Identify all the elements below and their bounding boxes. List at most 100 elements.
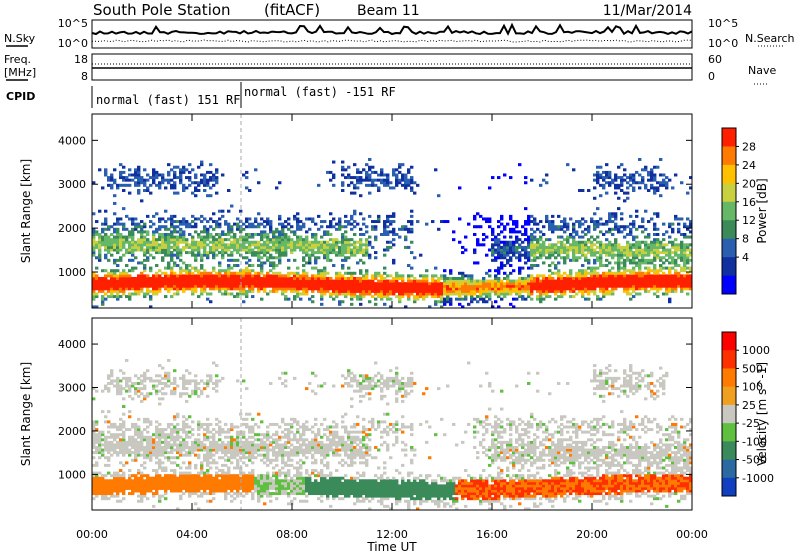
heatmap-cell bbox=[140, 178, 144, 182]
heatmap-cell bbox=[329, 170, 333, 174]
heatmap-cell bbox=[278, 279, 282, 283]
heatmap-cell bbox=[479, 282, 483, 286]
heatmap-cell bbox=[470, 292, 474, 296]
heatmap-cell bbox=[605, 220, 609, 224]
heatmap-cell bbox=[146, 248, 150, 252]
heatmap-cell bbox=[581, 282, 585, 286]
heatmap-cell bbox=[131, 276, 135, 280]
heatmap-cell bbox=[527, 251, 531, 255]
heatmap-cell bbox=[236, 295, 240, 299]
heatmap-cell bbox=[116, 425, 120, 429]
heatmap-cell bbox=[260, 243, 264, 247]
heatmap-cell bbox=[317, 183, 321, 187]
heatmap-cell bbox=[95, 240, 99, 244]
heatmap-cell bbox=[92, 212, 96, 216]
heatmap-cell bbox=[317, 284, 321, 288]
heatmap-cell bbox=[104, 435, 108, 439]
heatmap-cell bbox=[128, 428, 132, 432]
heatmap-cell bbox=[536, 282, 540, 286]
heatmap-cell bbox=[257, 271, 261, 275]
heatmap-cell bbox=[608, 276, 612, 280]
heatmap-cell bbox=[395, 178, 399, 182]
heatmap-cell bbox=[347, 173, 351, 177]
heatmap-cell bbox=[545, 289, 549, 293]
heatmap-cell bbox=[212, 235, 216, 239]
heatmap-cell bbox=[176, 456, 180, 460]
heatmap-cell bbox=[503, 248, 507, 252]
heatmap-cell bbox=[248, 232, 252, 236]
heatmap-cell bbox=[263, 284, 267, 288]
heatmap-cell bbox=[566, 282, 570, 286]
heatmap-cell bbox=[638, 225, 642, 229]
heatmap-cell bbox=[659, 266, 663, 270]
heatmap-cell bbox=[530, 292, 534, 296]
heatmap-cell bbox=[323, 276, 327, 280]
heatmap-cell bbox=[149, 443, 153, 447]
heatmap-cell bbox=[614, 240, 618, 244]
heatmap-cell bbox=[104, 494, 108, 498]
heatmap-cell bbox=[152, 481, 156, 485]
heatmap-cell bbox=[194, 289, 198, 293]
heatmap-cell bbox=[170, 438, 174, 442]
heatmap-cell bbox=[224, 248, 228, 252]
heatmap-cell bbox=[173, 476, 177, 480]
heatmap-cell bbox=[212, 287, 216, 291]
station-title: South Pole Station bbox=[93, 1, 231, 19]
heatmap-cell bbox=[560, 289, 564, 293]
heatmap-cell bbox=[194, 382, 198, 385]
heatmap-cell bbox=[647, 243, 651, 247]
heatmap-cell bbox=[125, 227, 129, 231]
heatmap-cell bbox=[101, 497, 105, 501]
heatmap-cell bbox=[164, 384, 168, 388]
heatmap-cell bbox=[230, 292, 234, 296]
heatmap-cell bbox=[620, 279, 624, 283]
heatmap-cell bbox=[158, 248, 162, 252]
heatmap-cell bbox=[170, 479, 174, 483]
heatmap-cell bbox=[485, 292, 489, 296]
heatmap-cell bbox=[368, 282, 372, 286]
heatmap-cell bbox=[632, 282, 636, 286]
heatmap-cell bbox=[506, 253, 510, 257]
heatmap-cell bbox=[461, 282, 465, 286]
heatmap-cell bbox=[641, 284, 645, 288]
heatmap-cell bbox=[266, 271, 270, 275]
heatmap-cell bbox=[275, 289, 279, 293]
heatmap-cell bbox=[134, 392, 138, 396]
heatmap-cell bbox=[320, 245, 324, 249]
heatmap-cell bbox=[548, 295, 552, 299]
heatmap-cell bbox=[434, 287, 438, 291]
heatmap-cell bbox=[596, 282, 600, 286]
heatmap-cell bbox=[128, 415, 132, 419]
heatmap-cell bbox=[119, 183, 123, 187]
heatmap-cell bbox=[194, 481, 198, 485]
heatmap-cell bbox=[218, 251, 222, 255]
heatmap-cell bbox=[161, 476, 165, 480]
heatmap-cell bbox=[176, 248, 180, 252]
heatmap-cell bbox=[680, 243, 684, 247]
heatmap-cell bbox=[560, 248, 564, 252]
heatmap-cell bbox=[209, 163, 213, 167]
heatmap-cell bbox=[185, 222, 189, 226]
heatmap-cell bbox=[221, 230, 225, 234]
heatmap-cell bbox=[248, 264, 252, 268]
heatmap-cell bbox=[632, 238, 636, 242]
heatmap-cell bbox=[326, 284, 330, 288]
heatmap-cell bbox=[158, 430, 162, 434]
heatmap-cell bbox=[365, 225, 369, 229]
heatmap-cell bbox=[644, 251, 648, 255]
heatmap-cell bbox=[188, 425, 192, 429]
heatmap-cell bbox=[509, 292, 513, 296]
heatmap-cell bbox=[131, 230, 135, 234]
heatmap-cell bbox=[131, 384, 135, 388]
heatmap-cell bbox=[677, 245, 681, 249]
heatmap-cell bbox=[167, 287, 171, 291]
heatmap-cell bbox=[305, 253, 309, 257]
heatmap-cell bbox=[446, 220, 450, 224]
heatmap-cell bbox=[557, 245, 561, 249]
heatmap-cell bbox=[497, 284, 501, 288]
heatmap-cell bbox=[95, 284, 99, 288]
heatmap-cell bbox=[203, 217, 207, 221]
heatmap-cell bbox=[110, 276, 114, 280]
heatmap-cell bbox=[539, 289, 543, 293]
heatmap-cell bbox=[92, 425, 96, 429]
